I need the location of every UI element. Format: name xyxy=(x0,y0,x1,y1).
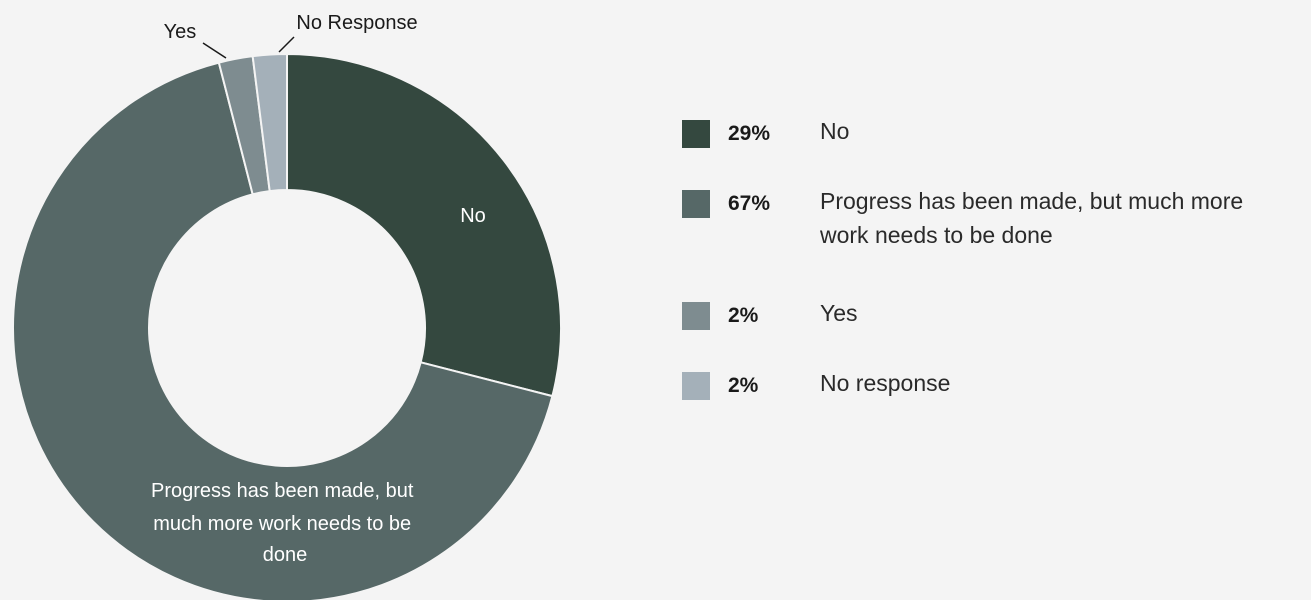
legend-swatch-yes xyxy=(682,302,710,330)
leader-line-yes xyxy=(202,42,227,59)
legend-item-yes: 2% Yes xyxy=(682,300,1290,330)
legend-pct-no: 29% xyxy=(728,122,771,145)
legend-pct-progress: 67% xyxy=(728,192,771,215)
slice-label-progress-line-2: much more work needs to be xyxy=(153,513,411,535)
slice-no xyxy=(286,52,562,398)
slice-label-progress-line-3: done xyxy=(263,544,308,566)
legend: 29% No 67% Progress has been made, but m… xyxy=(682,0,1311,600)
legend-item-no-response: 2% No response xyxy=(682,370,1290,400)
legend-swatch-no xyxy=(682,120,710,148)
outer-label-no-response: No Response xyxy=(296,12,417,34)
slice-no-response xyxy=(251,52,288,193)
legend-label-no: No xyxy=(820,118,850,144)
legend-swatch-progress xyxy=(682,190,710,218)
legend-swatch-no-response xyxy=(682,372,710,400)
leader-line-no-response xyxy=(278,36,295,53)
legend-label-progress: Progress has been made, but much more wo… xyxy=(820,188,1244,248)
legend-item-progress: 67% Progress has been made, but much mor… xyxy=(682,188,1290,252)
donut-slices xyxy=(12,52,562,600)
legend-pct-no-response: 2% xyxy=(728,374,759,397)
legend-pct-yes: 2% xyxy=(728,304,759,327)
slice-label-progress-line-1: Progress has been made, but xyxy=(151,480,414,502)
legend-label-no-response: No response xyxy=(820,370,951,396)
legend-item-no: 29% No xyxy=(682,118,1290,148)
outer-label-yes: Yes xyxy=(164,21,197,43)
slice-progress xyxy=(12,61,554,600)
slice-label-no: No xyxy=(460,205,486,227)
legend-label-yes: Yes xyxy=(820,300,858,326)
slice-label-progress: Progress has been made, but much more wo… xyxy=(151,480,419,566)
donut-chart: No Progress has been made, but much more… xyxy=(12,12,562,600)
